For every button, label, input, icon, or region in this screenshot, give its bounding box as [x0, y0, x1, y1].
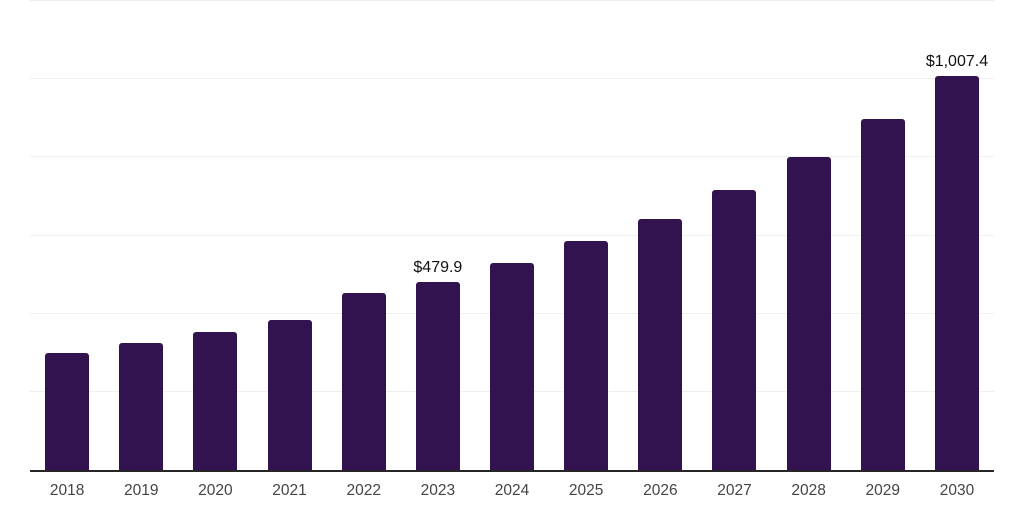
bar-slot: [252, 0, 326, 470]
bar-2030: [934, 76, 979, 470]
bar-slot: [697, 0, 771, 470]
bar-2025: [564, 241, 609, 470]
x-axis-label-2028: 2028: [791, 482, 826, 499]
x-axis-label-2030: 2030: [939, 482, 975, 499]
bar-slot: $479.9: [401, 0, 475, 470]
gridline: [30, 78, 994, 80]
bar-2020: [193, 332, 238, 470]
bar-2021: [267, 319, 312, 470]
x-axis-label-2029: 2029: [865, 482, 901, 499]
bar-2023: [415, 282, 460, 470]
x-axis-label-2026: 2026: [643, 482, 678, 499]
x-axis-label-2020: 2020: [198, 482, 233, 499]
bar-2029: [860, 119, 905, 470]
gridline: [30, 234, 994, 236]
bar-2026: [638, 218, 683, 470]
bar-slot: $1,007.4: [920, 0, 994, 470]
bar-slot: [846, 0, 920, 470]
x-axis-label-2023: 2023: [420, 482, 456, 499]
bar-2024: [490, 262, 535, 470]
gridline: [30, 0, 994, 1]
gridline: [30, 156, 994, 158]
bar-2028: [786, 156, 831, 470]
x-axis-label-2025: 2025: [568, 482, 604, 499]
bar-2022: [341, 293, 386, 470]
x-axis-labels: 2018 2019 2020 2021 2022 2023 2024 2025 2026 2027…: [30, 481, 994, 501]
x-axis-label-2022: 2022: [346, 482, 381, 499]
x-axis-label-2024: 2024: [494, 482, 530, 499]
bar-value-label-2030: $1,007.4: [925, 53, 989, 71]
bars-row: $479.9 $1,007.4: [30, 0, 994, 470]
bar-slot: [327, 0, 401, 470]
x-axis-label-2021: 2021: [272, 482, 307, 499]
bar-slot: [549, 0, 623, 470]
bar-2019: [119, 343, 164, 470]
bar-slot: [623, 0, 697, 470]
bar-slot: [772, 0, 846, 470]
x-axis-label-2019: 2019: [123, 482, 159, 499]
bar-2018: [45, 353, 90, 470]
x-axis-label-2018: 2018: [49, 482, 85, 499]
x-axis-label-2027: 2027: [717, 482, 752, 499]
bar-value-label-2023: $479.9: [413, 259, 463, 277]
bar-slot: [178, 0, 252, 470]
bar-2027: [712, 190, 757, 470]
x-axis-line: [30, 470, 994, 472]
bar-slot: [475, 0, 549, 470]
bar-slot: [104, 0, 178, 470]
bar-slot: [30, 0, 104, 470]
plot-area: $479.9 $1,007.4: [30, 0, 994, 470]
